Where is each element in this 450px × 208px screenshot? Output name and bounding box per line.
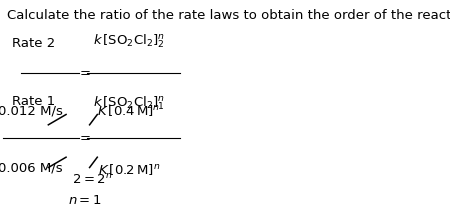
- Text: Calculate the ratio of the rate laws to obtain the order of the reaction.: Calculate the ratio of the rate laws to …: [7, 9, 450, 22]
- Text: =: =: [80, 67, 91, 80]
- Text: $k\,[\mathrm{SO_2Cl_2}]_1^n$: $k\,[\mathrm{SO_2Cl_2}]_1^n$: [93, 95, 165, 112]
- Text: Rate 2: Rate 2: [12, 37, 55, 50]
- Text: $2 = 2^n$: $2 = 2^n$: [72, 172, 112, 187]
- Text: Rate 1: Rate 1: [12, 95, 55, 108]
- Text: $n = 1$: $n = 1$: [68, 194, 102, 207]
- Text: =: =: [80, 132, 91, 145]
- Text: $K\,[0.2\,\mathrm{M}]^n$: $K\,[0.2\,\mathrm{M}]^n$: [98, 162, 160, 177]
- Text: $k\,[\mathrm{SO_2Cl_2}]_2^n$: $k\,[\mathrm{SO_2Cl_2}]_2^n$: [93, 32, 165, 50]
- Text: 0.006 M/s: 0.006 M/s: [0, 162, 63, 175]
- Text: 0.012 M/s: 0.012 M/s: [0, 105, 63, 118]
- Text: $K\,[0.4\,\mathrm{M}]^n$: $K\,[0.4\,\mathrm{M}]^n$: [97, 103, 161, 118]
